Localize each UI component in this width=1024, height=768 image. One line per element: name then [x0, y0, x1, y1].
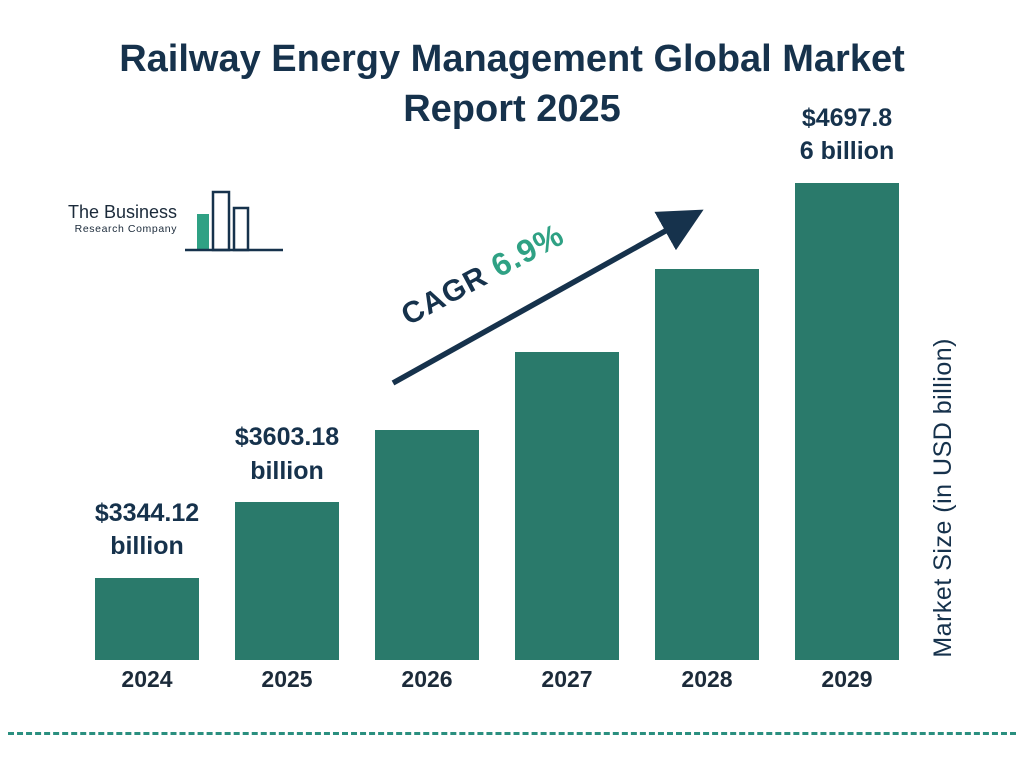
logo-text: The Business Research Company: [68, 188, 177, 235]
logo-bars-icon: [185, 190, 284, 252]
bottom-dashed-line: [8, 732, 1016, 735]
cagr-text: CAGR: [396, 259, 494, 333]
logo-text-secondary: Research Company: [74, 223, 178, 235]
x-tick-2026: 2026: [401, 666, 453, 692]
x-tick-2025: 2025: [261, 666, 313, 692]
bar-2027: [515, 352, 619, 660]
data-label-2024: $3344.12 billion: [94, 498, 200, 561]
bar-2029: [795, 183, 899, 660]
data-label-2025: $3603.18 billion: [234, 422, 340, 485]
cagr-value: 6.9%: [484, 216, 570, 285]
logo-text-primary: The Business: [68, 202, 178, 222]
bar-2028: [655, 269, 759, 660]
x-tick-2028: 2028: [681, 666, 733, 692]
bar-2026: [375, 429, 479, 660]
x-tick-2027: 2027: [541, 666, 593, 692]
bar-2025: [235, 502, 339, 660]
logo: The Business Research Company: [68, 188, 287, 256]
y-axis-label: Market Size (in USD billion): [929, 338, 957, 658]
data-label-2029: $4697.8 6 billion: [799, 103, 895, 166]
x-tick-2024: 2024: [121, 666, 173, 692]
bar-2024: [95, 578, 199, 660]
x-tick-2029: 2029: [821, 666, 873, 692]
cagr-label: CAGR6.9%: [395, 216, 571, 333]
chart-title: Railway Energy Management Global Market …: [119, 38, 905, 131]
